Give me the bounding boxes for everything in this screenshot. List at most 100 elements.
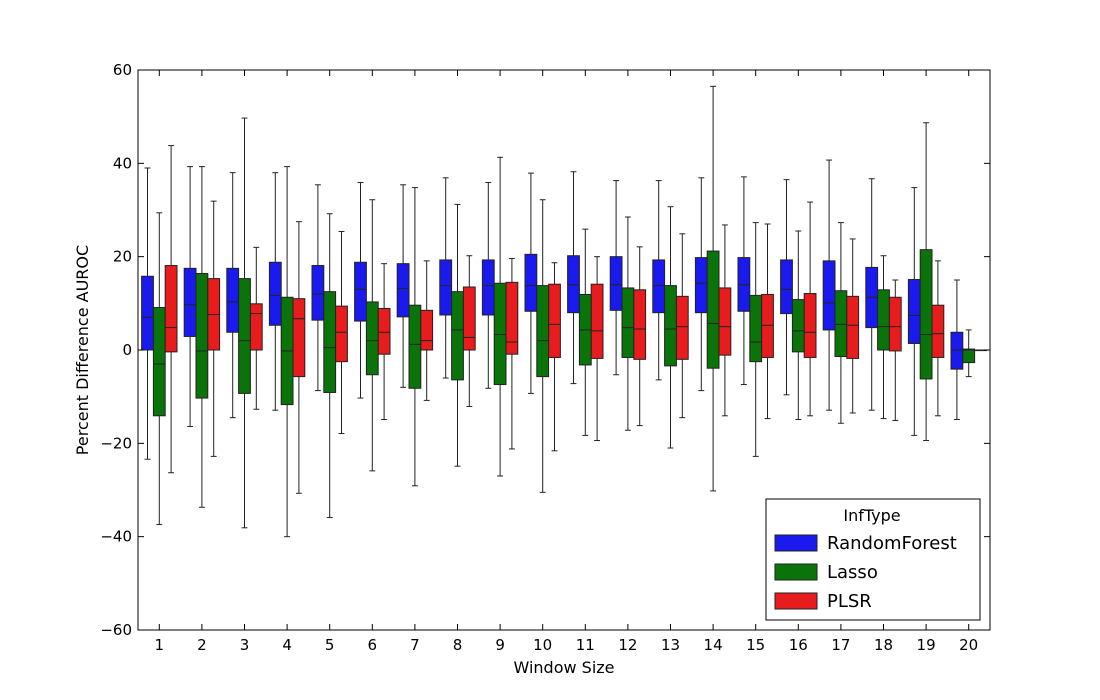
box-group-window-8 xyxy=(439,177,476,467)
box-group-window-15 xyxy=(737,176,774,457)
box-lasso xyxy=(195,272,209,399)
box-lasso xyxy=(365,301,379,376)
x-tick-label: 15 xyxy=(746,636,765,654)
box-lasso xyxy=(408,304,422,389)
x-tick-label: 14 xyxy=(704,636,723,654)
x-tick-label: 11 xyxy=(576,636,595,654)
box-group-window-13 xyxy=(652,180,689,449)
box-randomforest xyxy=(268,261,282,326)
box-group-window-18 xyxy=(865,178,902,421)
box-lasso xyxy=(791,299,805,353)
x-tick-label: 19 xyxy=(917,636,936,654)
box-randomforest xyxy=(694,257,708,314)
box-plsr xyxy=(633,289,647,360)
box-group-window-1 xyxy=(141,145,178,526)
x-tick-label: 4 xyxy=(282,636,292,654)
box-randomforest xyxy=(396,263,410,318)
box-lasso xyxy=(919,249,933,380)
box-randomforest xyxy=(183,267,197,337)
x-tick-label: 9 xyxy=(495,636,505,654)
y-tick-label: −40 xyxy=(100,528,132,546)
box-group-window-19 xyxy=(907,122,945,442)
box-plsr xyxy=(931,304,945,358)
y-axis-ticks: −60 −40 −20 0 20 40 60 xyxy=(100,61,990,639)
box-group-window-6 xyxy=(354,181,391,472)
box-plsr xyxy=(292,298,306,378)
y-axis-label: Percent Difference AUROC xyxy=(73,245,92,455)
box-plsr xyxy=(249,303,263,351)
box-plsr xyxy=(335,305,348,363)
box-group-window-10 xyxy=(524,172,561,493)
legend: InfType RandomForest Lasso PLSR xyxy=(765,498,981,621)
x-tick-label: 3 xyxy=(240,636,250,654)
legend-title: InfType xyxy=(843,506,900,525)
box-group-window-14 xyxy=(694,85,732,492)
box-plsr xyxy=(888,296,902,352)
box-randomforest xyxy=(950,331,964,370)
box-plsr xyxy=(761,293,774,358)
legend-swatch-randomforest xyxy=(774,534,818,552)
x-axis-ticks: 1 2 3 4 5 6 7 8 9 10 11 12 13 14 15 16 17 18 19 20 xyxy=(155,70,978,654)
y-tick-label: 20 xyxy=(113,248,132,266)
x-tick-label: 17 xyxy=(831,636,850,654)
box-group-window-4 xyxy=(268,166,306,538)
y-tick-label: −60 xyxy=(100,621,132,639)
box-plsr xyxy=(420,309,434,351)
box-randomforest xyxy=(141,275,154,351)
x-tick-label: 7 xyxy=(410,636,420,654)
box-lasso xyxy=(323,291,337,393)
x-tick-label: 5 xyxy=(325,636,335,654)
x-tick-label: 8 xyxy=(453,636,463,654)
box-lasso xyxy=(238,278,251,394)
x-tick-label: 6 xyxy=(368,636,378,654)
box-plsr xyxy=(164,265,178,353)
box-lasso xyxy=(877,289,890,351)
box-randomforest xyxy=(907,279,921,344)
box-randomforest xyxy=(524,253,538,312)
box-plsr xyxy=(590,283,604,359)
box-group-window-17 xyxy=(822,159,860,424)
x-axis-label: Window Size xyxy=(513,658,614,677)
box-lasso xyxy=(962,348,976,364)
x-tick-label: 1 xyxy=(155,636,165,654)
box-plsr xyxy=(505,281,519,355)
y-tick-label: −20 xyxy=(100,434,132,452)
box-group-window-5 xyxy=(311,184,348,519)
box-randomforest xyxy=(652,259,666,314)
box-lasso xyxy=(152,307,166,417)
legend-label-plsr: PLSR xyxy=(827,591,872,612)
x-tick-label: 10 xyxy=(533,636,552,654)
box-lasso xyxy=(621,287,635,358)
x-tick-label: 16 xyxy=(789,636,808,654)
box-plsr xyxy=(548,283,561,358)
box-group-window-16 xyxy=(780,179,817,421)
box-randomforest xyxy=(780,259,793,315)
legend-items: RandomForest Lasso PLSR xyxy=(774,533,957,612)
box-randomforest xyxy=(609,256,623,311)
legend-swatch-lasso xyxy=(774,563,818,581)
box-plsr xyxy=(846,295,860,359)
box-randomforest xyxy=(439,259,453,316)
legend-swatch-plsr xyxy=(774,592,818,610)
box-lasso xyxy=(664,285,677,367)
box-randomforest xyxy=(481,259,495,316)
box-group-window-9 xyxy=(481,156,519,477)
box-group-window-12 xyxy=(609,180,647,431)
box-group-window-7 xyxy=(396,184,434,487)
box-group-window-11 xyxy=(567,171,604,442)
box-plsr xyxy=(803,293,817,358)
box-randomforest xyxy=(354,261,367,322)
x-tick-label: 12 xyxy=(618,636,637,654)
y-tick-label: 40 xyxy=(113,154,132,172)
box-plsr xyxy=(377,307,391,355)
box-lasso xyxy=(536,285,550,378)
box-lasso xyxy=(706,250,720,369)
legend-label-lasso: Lasso xyxy=(827,562,878,583)
box-plsr xyxy=(462,286,476,351)
box-plsr xyxy=(675,295,689,360)
box-randomforest xyxy=(311,265,325,321)
box-lasso xyxy=(834,290,848,358)
box-groups xyxy=(141,85,987,538)
